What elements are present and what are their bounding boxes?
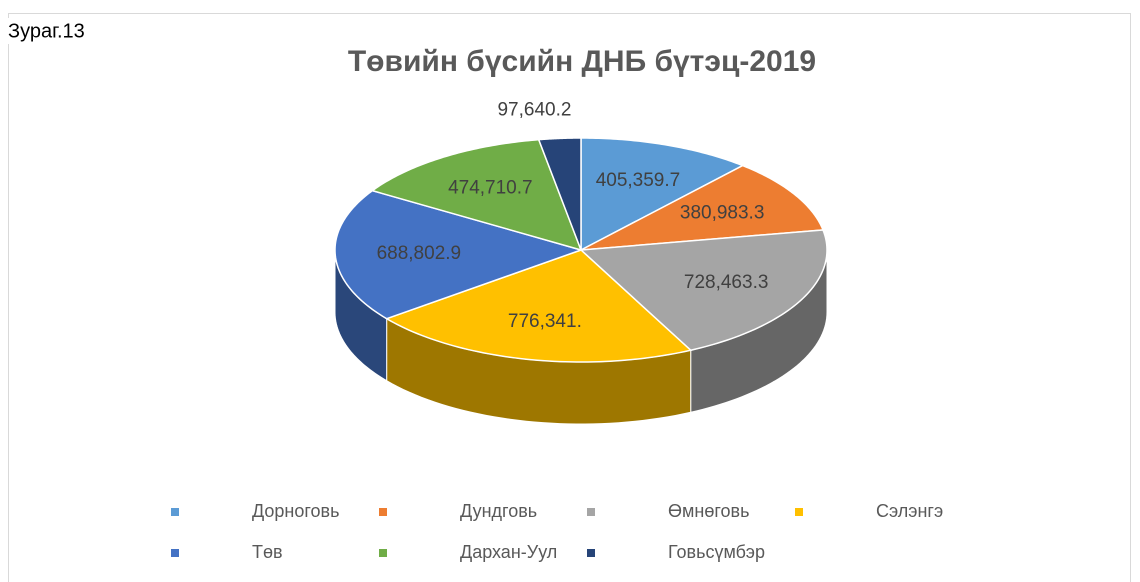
data-label: 405,359.7 bbox=[596, 170, 681, 191]
pie-slice bbox=[370, 138, 583, 252]
figure-label-bg bbox=[0, 18, 132, 44]
legend: Дорноговь Дундговь Өмнөговь Сэлэнгэ Төв Дарха… bbox=[171, 501, 943, 562]
pie-slice bbox=[384, 249, 693, 363]
legend-label: Сэлэнгэ bbox=[876, 501, 943, 521]
data-label: 728,463.3 bbox=[684, 272, 769, 293]
pie-slice bbox=[579, 229, 828, 352]
data-labels: 405,359.7 380,983.3 728,463.3 776,341. 688,8… bbox=[377, 100, 769, 333]
data-label: 474,710.7 bbox=[448, 178, 533, 199]
figure-label: Зураг.13 bbox=[8, 20, 85, 42]
legend-label: Төв bbox=[252, 542, 283, 562]
pie-slice bbox=[580, 164, 825, 251]
pie-slice bbox=[334, 189, 584, 320]
legend-label: Дундговь bbox=[460, 501, 537, 521]
pie-slice bbox=[580, 137, 745, 252]
legend-label: Дархан-Уул bbox=[460, 542, 557, 562]
chart-title: Төвийн бүсийн ДНБ бүтэц-2019 bbox=[348, 45, 816, 78]
legend-marker bbox=[379, 508, 387, 516]
data-label: 776,341. bbox=[508, 311, 582, 332]
legend-marker bbox=[171, 549, 179, 557]
pie-tops bbox=[334, 137, 828, 363]
legend-marker bbox=[587, 549, 595, 557]
data-label: 97,640.2 bbox=[497, 100, 571, 121]
legend-label: Говьсүмбэр bbox=[668, 542, 765, 562]
data-label: 688,802.9 bbox=[377, 243, 462, 264]
legend-marker bbox=[587, 508, 595, 516]
data-label: 380,983.3 bbox=[680, 202, 765, 223]
legend-marker bbox=[795, 508, 803, 516]
legend-marker bbox=[379, 549, 387, 557]
legend-label: Дорноговь bbox=[252, 501, 340, 521]
legend-marker bbox=[171, 508, 179, 516]
pie-slice bbox=[537, 137, 582, 251]
legend-label: Өмнөговь bbox=[668, 501, 749, 521]
